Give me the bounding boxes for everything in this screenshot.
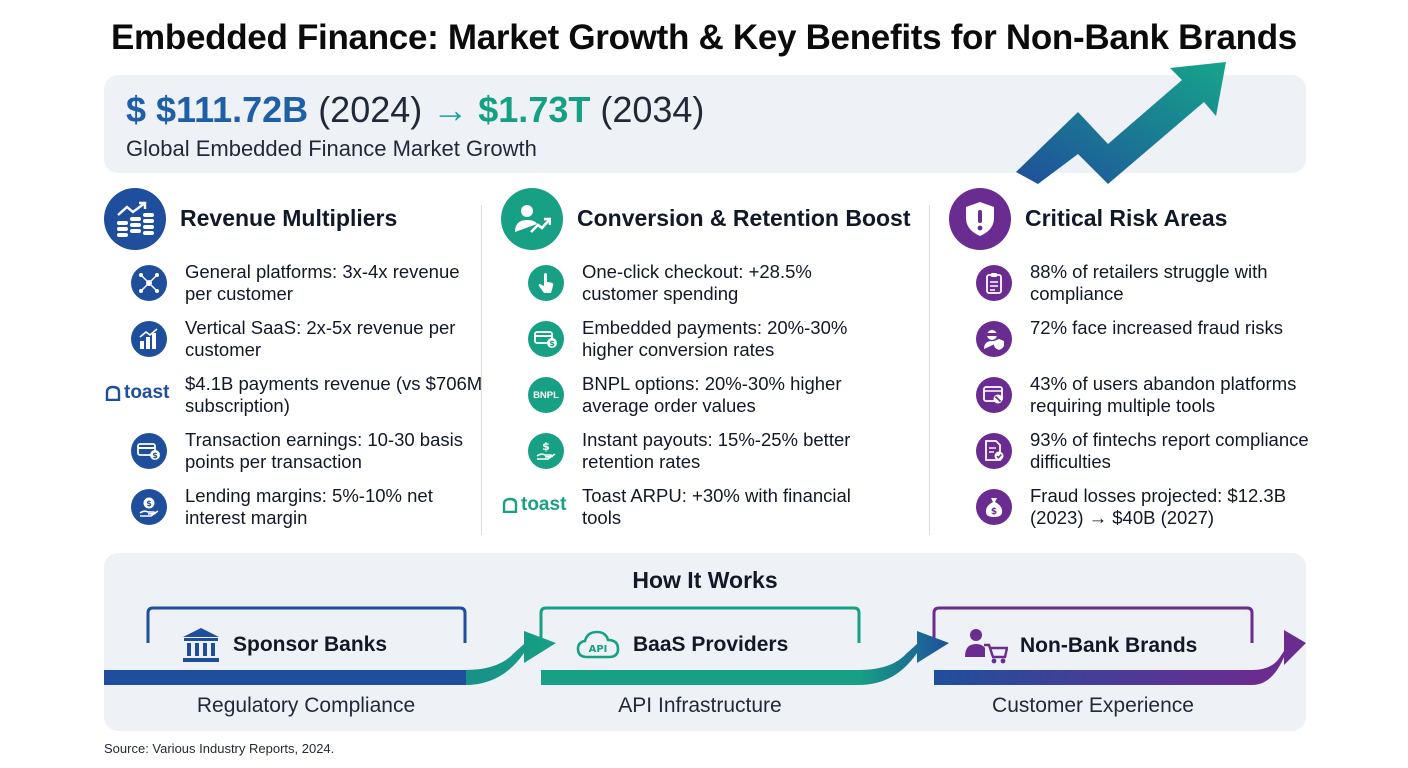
svg-text:$: $ <box>146 499 152 508</box>
item-text: Toast ARPU: +30% with financial tools <box>582 485 851 528</box>
item-text: 72% face increased fraud risks <box>1030 317 1283 338</box>
item-text: One-click checkout: +28.5% customer spen… <box>582 261 812 304</box>
bank-icon <box>183 628 219 662</box>
stage-baas-providers: API BaaS Providers <box>575 627 788 663</box>
item-text: 93% of fintechs report compliance diffic… <box>1030 429 1309 472</box>
toast-logo: toast <box>104 382 169 404</box>
document-check-icon <box>976 433 1012 469</box>
market-growth-banner: $ $111.72B (2024) → $1.73T (2034) Global… <box>104 75 1306 173</box>
stage-non-bank-brands: Non-Bank Brands <box>964 627 1197 665</box>
network-icon <box>131 265 167 301</box>
critical-risk-column: Critical Risk Areas 88% of retailers str… <box>949 188 1329 528</box>
toast-logo-text: toast <box>521 494 567 515</box>
list-item: $ Embedded payments: 20%-30% higher conv… <box>501 314 881 364</box>
column-divider <box>481 205 482 535</box>
year-2034: (2034) <box>590 89 705 130</box>
api-cloud-icon: API <box>576 630 620 659</box>
conversion-retention-column: Conversion & Retention Boost One-click c… <box>501 188 911 528</box>
api-icon-text: API <box>589 644 608 655</box>
item-text: Fraud losses projected: $12.3B (2023) → … <box>1030 485 1287 528</box>
how-it-works-title: How It Works <box>632 567 778 593</box>
stage-sub-label: API Infrastructure <box>618 694 782 717</box>
card-coin-icon: $ <box>528 321 564 357</box>
flow-band <box>859 631 949 685</box>
list-item: One-click checkout: +28.5% customer spen… <box>501 258 881 308</box>
clipboard-icon <box>976 265 1012 301</box>
list-item: $ Fraud losses projected: $12.3B (2023) … <box>949 482 1329 532</box>
hand-coin-icon: $ <box>131 489 167 525</box>
list-item: 93% of fintechs report compliance diffic… <box>949 426 1329 476</box>
revenue-multipliers-column: Revenue Multipliers General platforms: 3… <box>104 188 484 528</box>
item-text: Transaction earnings: 10-30 basis points… <box>185 429 463 472</box>
market-growth-subtitle: Global Embedded Finance Market Growth <box>126 136 537 161</box>
item-text: $4.1B payments revenue (vs $706M subscri… <box>185 373 483 416</box>
growth-arrow-glyph: → <box>432 89 469 130</box>
hand-dollar-icon: $ <box>528 433 564 469</box>
column-heading: Revenue Multipliers <box>180 205 398 231</box>
flow-diagram <box>104 606 1306 685</box>
list-item: BNPL BNPL options: 20%-30% higher averag… <box>501 370 881 420</box>
item-text: General platforms: 3x-4x revenue per cus… <box>185 261 460 304</box>
svg-text:$: $ <box>152 451 158 460</box>
stage-sub-label: Regulatory Compliance <box>196 694 416 717</box>
svg-text:$: $ <box>549 339 555 348</box>
toast-logo: toast <box>501 494 566 516</box>
market-size-2024: $ $111.72B <box>126 89 309 130</box>
list-item: toast $4.1B payments revenue (vs $706M s… <box>104 370 484 420</box>
list-item: 72% face increased fraud risks <box>949 314 1329 364</box>
item-text: Vertical SaaS: 2x-5x revenue per custome… <box>185 317 456 360</box>
user-growth-icon <box>501 188 563 250</box>
column-divider <box>929 205 930 535</box>
list-item: 43% of users abandon platforms requiring… <box>949 370 1329 420</box>
growth-chart-icon <box>131 321 167 357</box>
market-growth-figure: $ $111.72B (2024) → $1.73T (2034) <box>126 89 704 131</box>
stage-sponsor-banks: Sponsor Banks <box>181 627 387 663</box>
flow-band <box>104 670 466 685</box>
flow-band <box>541 670 859 685</box>
list-item: $ Transaction earnings: 10-30 basis poin… <box>104 426 484 476</box>
card-coin-icon: $ <box>131 433 167 469</box>
flow-band <box>934 670 1252 685</box>
item-text: Lending margins: 5%-10% net interest mar… <box>185 485 433 528</box>
list-item: $ Lending margins: 5%-10% net interest m… <box>104 482 484 532</box>
svg-text:$: $ <box>542 440 550 453</box>
stage-frame <box>539 606 861 643</box>
tap-icon <box>528 265 564 301</box>
revenue-coins-icon <box>104 188 166 250</box>
column-heading: Conversion & Retention Boost <box>577 205 911 231</box>
item-text: Instant payouts: 15%-25% better retentio… <box>582 429 851 472</box>
how-it-works-panel: How It Works <box>104 553 1306 731</box>
market-size-2034: $1.73T <box>468 89 591 130</box>
page-title: Embedded Finance: Market Growth & Key Be… <box>111 18 1297 57</box>
bnpl-badge: BNPL <box>528 377 564 413</box>
stage-label-text: Sponsor Banks <box>233 633 388 656</box>
trend-up-arrow-icon <box>1016 62 1226 184</box>
money-bag-icon: $ <box>976 489 1012 525</box>
stage-label-text: BaaS Providers <box>633 633 789 656</box>
list-item: toast Toast ARPU: +30% with financial to… <box>501 482 881 532</box>
stage-sub-label: Customer Experience <box>992 694 1194 717</box>
shield-alert-icon <box>949 188 1011 250</box>
list-item: General platforms: 3x-4x revenue per cus… <box>104 258 484 308</box>
item-text: 43% of users abandon platforms requiring… <box>1030 373 1297 416</box>
item-text: 88% of retailers struggle with complianc… <box>1030 261 1268 304</box>
item-text: BNPL options: 20%-30% higher average ord… <box>582 373 842 416</box>
list-item: 88% of retailers struggle with complianc… <box>949 258 1329 308</box>
browser-icon <box>976 377 1012 413</box>
fraud-user-icon <box>976 321 1012 357</box>
svg-text:$: $ <box>991 507 997 517</box>
stage-frame <box>146 606 467 643</box>
item-text: Embedded payments: 20%-30% higher conver… <box>582 317 848 360</box>
stage-frame <box>932 606 1254 643</box>
stage-label-text: Non-Bank Brands <box>1020 634 1198 657</box>
column-heading: Critical Risk Areas <box>1025 205 1228 231</box>
list-item: $ Instant payouts: 15%-25% better retent… <box>501 426 881 476</box>
toast-logo-text: toast <box>124 382 170 403</box>
flow-band <box>1252 630 1306 685</box>
year-2024: (2024) <box>308 89 433 130</box>
list-item: Vertical SaaS: 2x-5x revenue per custome… <box>104 314 484 364</box>
source-note: Source: Various Industry Reports, 2024. <box>104 741 335 756</box>
shopper-cart-icon <box>965 629 1008 664</box>
